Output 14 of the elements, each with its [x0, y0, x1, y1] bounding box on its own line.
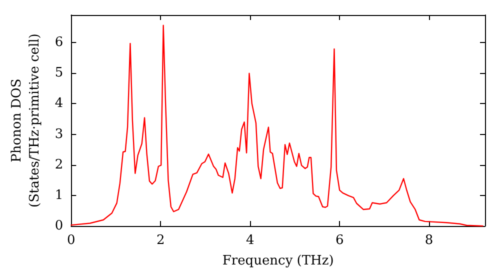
y-tick-label: 2 [54, 157, 64, 172]
x-tick-label: 2 [156, 233, 165, 248]
y-axis-title: Phonon DOS (States/THz·primitive cell) [10, 33, 42, 208]
x-tick-label: 8 [424, 233, 434, 248]
y-tick-label: 4 [54, 96, 64, 112]
y-tick-label: 1 [54, 188, 64, 203]
x-tick-label: 0 [67, 233, 76, 248]
y-tick-label: 5 [54, 66, 64, 81]
x-tick-label: 6 [335, 233, 344, 248]
y-tick-label: 6 [54, 35, 64, 50]
x-tick-label: 4 [246, 233, 254, 248]
y-tick-label: 0 [54, 218, 64, 234]
x-axis-title: Frequency (THz) [222, 253, 334, 268]
y-tick-label: 3 [54, 126, 64, 142]
